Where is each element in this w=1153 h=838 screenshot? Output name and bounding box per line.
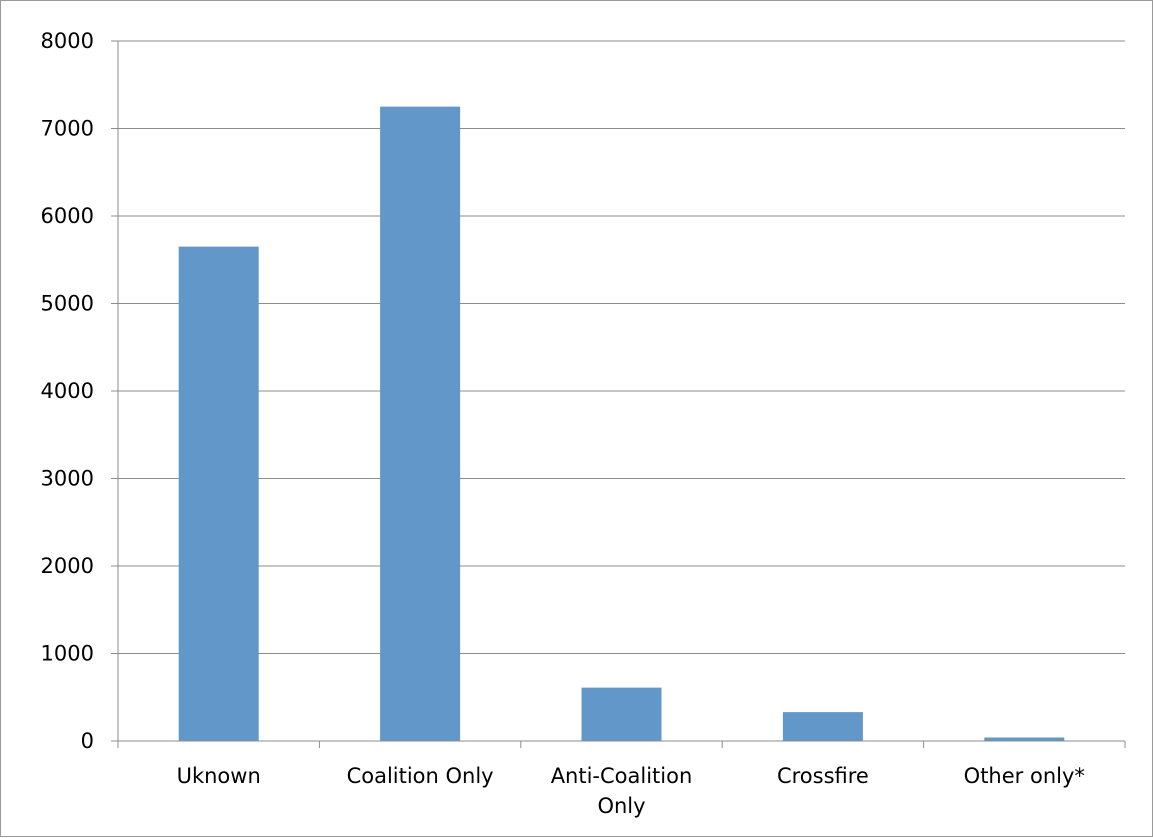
bar	[581, 687, 662, 741]
bar	[380, 106, 461, 741]
bars	[178, 106, 1065, 741]
x-tick-label: Crossfire	[777, 764, 869, 788]
x-tick-label: Other only*	[964, 764, 1085, 788]
bar	[984, 737, 1065, 741]
y-tick-label: 1000	[41, 642, 94, 666]
y-tick-labels: 0 1000 2000 3000 4000 5000 6000 7000 8000	[41, 29, 94, 753]
gridlines	[118, 40, 1125, 654]
bar	[782, 712, 863, 741]
axes	[111, 40, 1126, 748]
x-tick-label: Uknown	[177, 764, 261, 788]
y-tick-label: 0	[81, 729, 94, 753]
y-tick-label: 4000	[41, 379, 94, 403]
y-tick-label: 2000	[41, 554, 94, 578]
y-tick-label: 6000	[41, 204, 94, 228]
y-tick-label: 3000	[41, 467, 94, 491]
bar	[178, 246, 259, 741]
y-tick-label: 5000	[41, 292, 94, 316]
x-tick-label: Only	[597, 794, 645, 818]
y-tick-label: 7000	[41, 117, 94, 141]
x-tick-label: Anti-Coalition	[551, 764, 693, 788]
x-tick-labels: Uknown Coalition Only Anti-Coalition Only Cr…	[177, 764, 1085, 818]
x-tick-label: Coalition Only	[347, 764, 494, 788]
y-tick-label: 8000	[41, 29, 94, 53]
